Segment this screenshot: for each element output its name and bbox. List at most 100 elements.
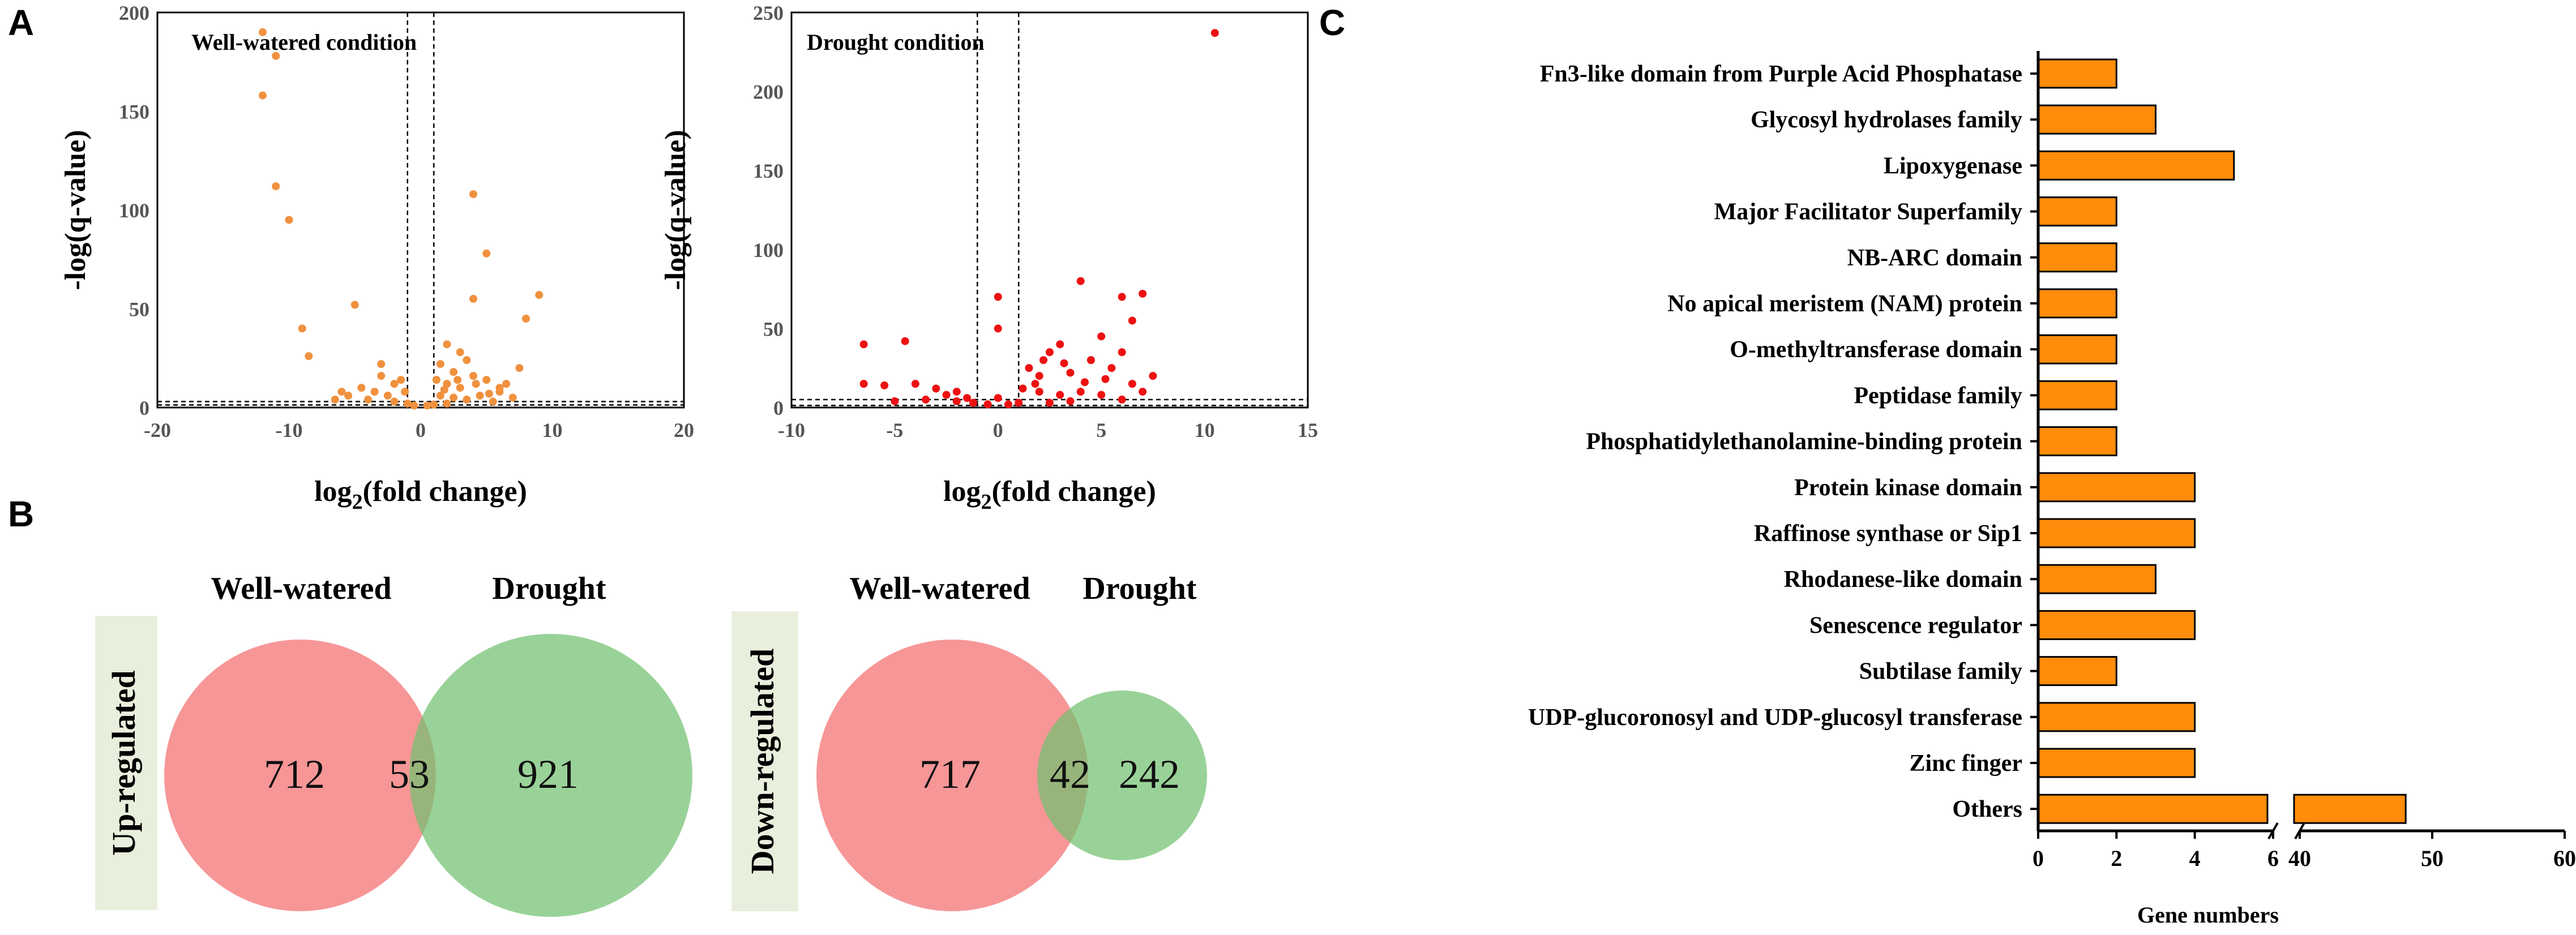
bar <box>2037 748 2196 778</box>
data-point <box>1025 364 1033 372</box>
data-point <box>922 396 930 404</box>
bar <box>2037 656 2117 687</box>
data-point <box>1086 356 1095 364</box>
category-label: Protein kinase domain <box>1794 475 2022 501</box>
category-label: Zinc finger <box>1910 750 2022 777</box>
plot-title: Well-watered condition <box>191 29 417 55</box>
x-axis-title-post: (fold change) <box>992 475 1156 508</box>
left-only-count: 712 <box>264 752 325 797</box>
data-point <box>1066 368 1075 377</box>
data-point <box>489 397 497 406</box>
y-tick-label: 50 <box>763 318 784 340</box>
data-point <box>401 388 409 396</box>
y-axis-title: -log(q-value) <box>59 130 92 290</box>
right-only-count: 242 <box>1119 752 1180 797</box>
bar <box>2037 472 2196 503</box>
x-tick-label: 50 <box>2421 846 2444 871</box>
bar <box>2037 288 2117 319</box>
data-point <box>443 380 451 388</box>
left-set-circle <box>164 640 436 911</box>
data-point <box>502 380 511 388</box>
data-point <box>476 392 484 400</box>
y-tick-label: 100 <box>119 199 149 222</box>
x-tick-label: 15 <box>1298 419 1318 441</box>
category-label: No apical meristem (NAM) protein <box>1667 291 2022 317</box>
data-point <box>1035 372 1043 380</box>
data-point <box>272 52 280 60</box>
data-point <box>901 337 909 345</box>
y-tick-label: 150 <box>753 160 784 182</box>
x-tick-label: 4 <box>2189 846 2201 871</box>
x-tick-label: -5 <box>886 419 903 441</box>
x-tick-label: 40 <box>2288 846 2311 871</box>
x-axis-title-post: (fold change) <box>363 475 527 508</box>
x-tick-labels: -20 -10 0 10 20 <box>144 419 694 441</box>
category-labels: Fn3-like domain from Purple Acid Phospha… <box>1528 61 2022 822</box>
x-tick-label: 60 <box>2553 846 2576 871</box>
x-tick-label: 0 <box>416 419 426 441</box>
left-set-circle <box>816 640 1088 911</box>
data-point <box>357 384 366 392</box>
data-point <box>495 388 504 396</box>
data-point <box>1139 388 1147 396</box>
data-point <box>952 397 961 405</box>
data-point <box>443 400 451 408</box>
plot-frame <box>790 11 1309 409</box>
bar-continuation <box>2293 794 2407 824</box>
data-point <box>880 381 889 389</box>
x-tick-label: 6 <box>2267 846 2279 871</box>
data-point <box>1046 398 1054 407</box>
data-point <box>453 376 462 384</box>
data-point <box>994 324 1002 333</box>
data-point <box>859 340 868 349</box>
bar <box>2037 380 2117 410</box>
x-tick-label: 10 <box>1195 419 1215 441</box>
y-tick-label: 100 <box>753 239 784 261</box>
data-point <box>1066 397 1075 405</box>
data-point <box>1118 348 1126 357</box>
data-point <box>456 348 464 357</box>
venn-down-regulated: Down-regulated Well-watered Drought 717 … <box>731 571 1207 911</box>
data-point <box>891 397 899 405</box>
data-point <box>410 401 418 410</box>
data-point <box>397 376 405 384</box>
data-point <box>911 380 919 388</box>
volcano-plot-drought: Drought condition -10 -5 0 5 10 15 0 50 100 150 2… <box>660 2 1318 514</box>
left-set-title: Well-watered <box>849 571 1030 606</box>
category-label: Rhodanese-like domain <box>1784 567 2022 593</box>
x-tick-label: -10 <box>276 419 303 441</box>
data-point <box>1210 29 1219 37</box>
panel-letter-a: A <box>8 2 34 43</box>
x-axis-title-sub: 2 <box>352 490 363 514</box>
data-points <box>859 29 1219 409</box>
data-point <box>390 397 399 406</box>
right-set-circle <box>409 634 692 917</box>
category-label: Others <box>1952 796 2022 822</box>
data-point <box>440 385 448 394</box>
side-label-box <box>731 611 798 911</box>
x-axis-title: log2(fold change) <box>943 475 1156 514</box>
data-point <box>432 376 440 384</box>
data-point <box>350 301 359 309</box>
data-point <box>1060 359 1068 367</box>
right-only-count: 921 <box>517 752 579 797</box>
y-tick-labels: 0 50 100 150 200 250 <box>753 2 784 419</box>
data-point <box>1149 372 1157 380</box>
data-point <box>383 392 392 400</box>
x-tick-label: 5 <box>1096 419 1106 441</box>
data-point <box>436 392 444 400</box>
data-point <box>859 380 868 388</box>
x-tick-label: 20 <box>674 419 694 441</box>
data-point <box>469 295 477 303</box>
data-point <box>1056 391 1064 399</box>
bar <box>2037 334 2117 364</box>
data-point <box>1118 293 1126 301</box>
category-label: Peptidase family <box>1854 383 2022 409</box>
y-tick-label: 250 <box>753 2 784 24</box>
threshold-lines <box>157 12 684 408</box>
category-label: Raffinose synthase or Sip1 <box>1754 521 2022 547</box>
domain-bar-chart: Fn3-like domain from Purple Acid Phospha… <box>1528 51 2576 928</box>
data-point <box>508 393 517 402</box>
category-label: O-methyltransferase domain <box>1730 337 2022 363</box>
x-axis-title: Gene numbers <box>2137 902 2279 928</box>
